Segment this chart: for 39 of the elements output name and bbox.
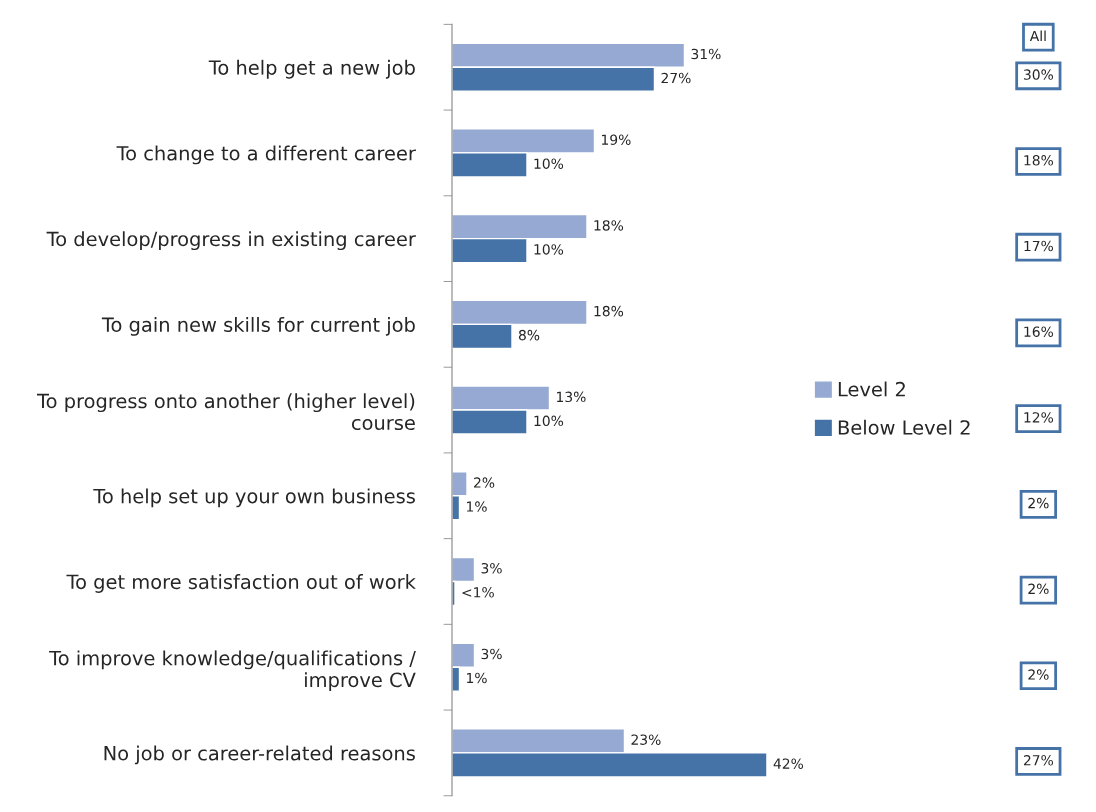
text: 2% <box>1028 669 1049 680</box>
data-label: 2% <box>474 477 495 488</box>
data-label: 27% <box>661 72 691 84</box>
y-tick-label: To progress onto another (higher level) course <box>37 393 415 431</box>
text: 12% <box>1024 412 1054 423</box>
data-label: 1% <box>467 672 487 684</box>
y-tick-label: To get more satisfaction out of work <box>66 574 416 593</box>
text: 2% <box>1028 583 1049 595</box>
data-label: 10% <box>534 158 564 169</box>
y-tick-label: To improve knowledge/qualifications / improve CV <box>49 650 416 691</box>
data-label: 1% <box>467 501 487 512</box>
y-tick-label: To help get a new job <box>208 59 415 79</box>
text: 27% <box>1023 755 1054 766</box>
data-label: 8% <box>518 329 540 341</box>
y-tick-label: To gain new skills for current job <box>101 316 415 336</box>
text: 18% <box>1024 155 1054 166</box>
y-tick-label: To help set up your own business <box>93 488 415 508</box>
y-tick-label: To develop/progress in existing career <box>46 231 416 251</box>
legend-label: Level 2 <box>838 381 905 397</box>
text: 16% <box>1024 326 1054 337</box>
data-label: 3% <box>481 648 502 660</box>
text: All <box>1029 30 1046 42</box>
data-label: 18% <box>594 305 624 317</box>
data-label: 10% <box>534 244 564 255</box>
data-label: 10% <box>534 415 564 427</box>
data-label: 19% <box>602 134 631 145</box>
data-label: 23% <box>631 734 661 745</box>
data-label: 3% <box>481 563 502 574</box>
data-label: 13% <box>557 391 586 403</box>
y-tick-label: No job or career-related reasons <box>104 745 415 765</box>
y-tick-label: To change to a different career <box>116 145 416 165</box>
data-label: 31% <box>691 48 721 60</box>
legend-label: Below Level 2 <box>838 419 970 435</box>
text: 2% <box>1028 497 1049 509</box>
text: 17% <box>1024 240 1054 252</box>
data-label: <1% <box>462 587 494 598</box>
data-label: 42% <box>773 758 804 769</box>
text: 30% <box>1023 69 1054 80</box>
data-label: 18% <box>594 220 624 231</box>
